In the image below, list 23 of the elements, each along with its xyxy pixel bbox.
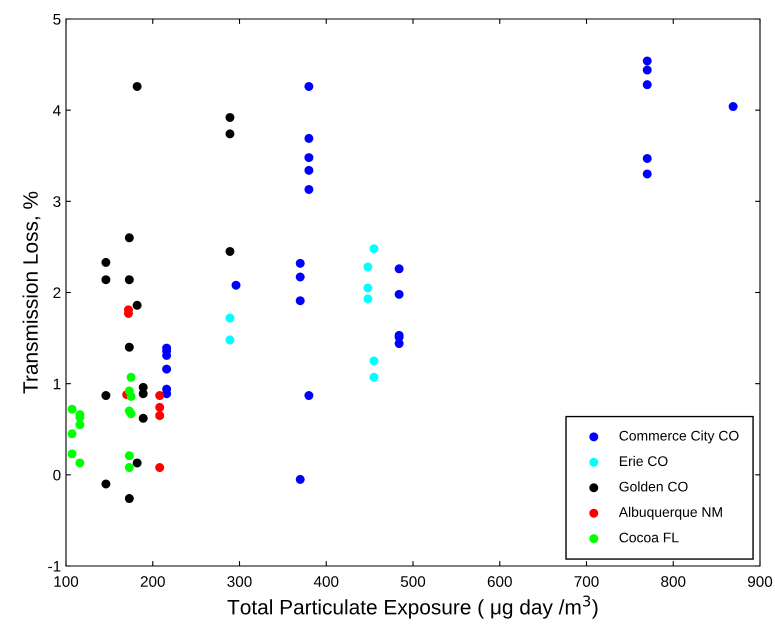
x-tick-label: 800 [661,576,686,587]
x-tick-label: 400 [314,576,338,587]
y-tick-label: -1 [48,561,60,572]
x-tick-label: 100 [54,576,78,587]
x-tick-label: 200 [140,576,165,587]
y-tick-label: 0 [53,470,61,481]
x-tick-label: 600 [488,576,512,587]
x-tick-label: 300 [227,576,252,587]
y-tick-label: 4 [52,105,61,116]
x-tick-label: 900 [748,576,772,587]
y-tick-label: 2 [53,287,60,298]
x-tick-label: 700 [574,576,599,587]
y-axis-title: Transmission Loss, % [22,192,40,394]
legend-label: Erie CO [620,456,668,466]
x-tick-label: 500 [400,576,426,587]
legend-label: Albuquerque NM [618,506,722,520]
legend-label: Commerce City CO [619,430,739,444]
y-tick-label: 5 [53,14,60,25]
legend-label: Golden CO [619,481,688,492]
y-tick-label: 3 [53,196,60,208]
legend-label: Cocoa FL [619,532,679,542]
x-axis-title: Total Particulate Exposure ( μg day /m$^{3}$) [228,596,598,619]
y-tick-label: 1 [54,378,60,390]
